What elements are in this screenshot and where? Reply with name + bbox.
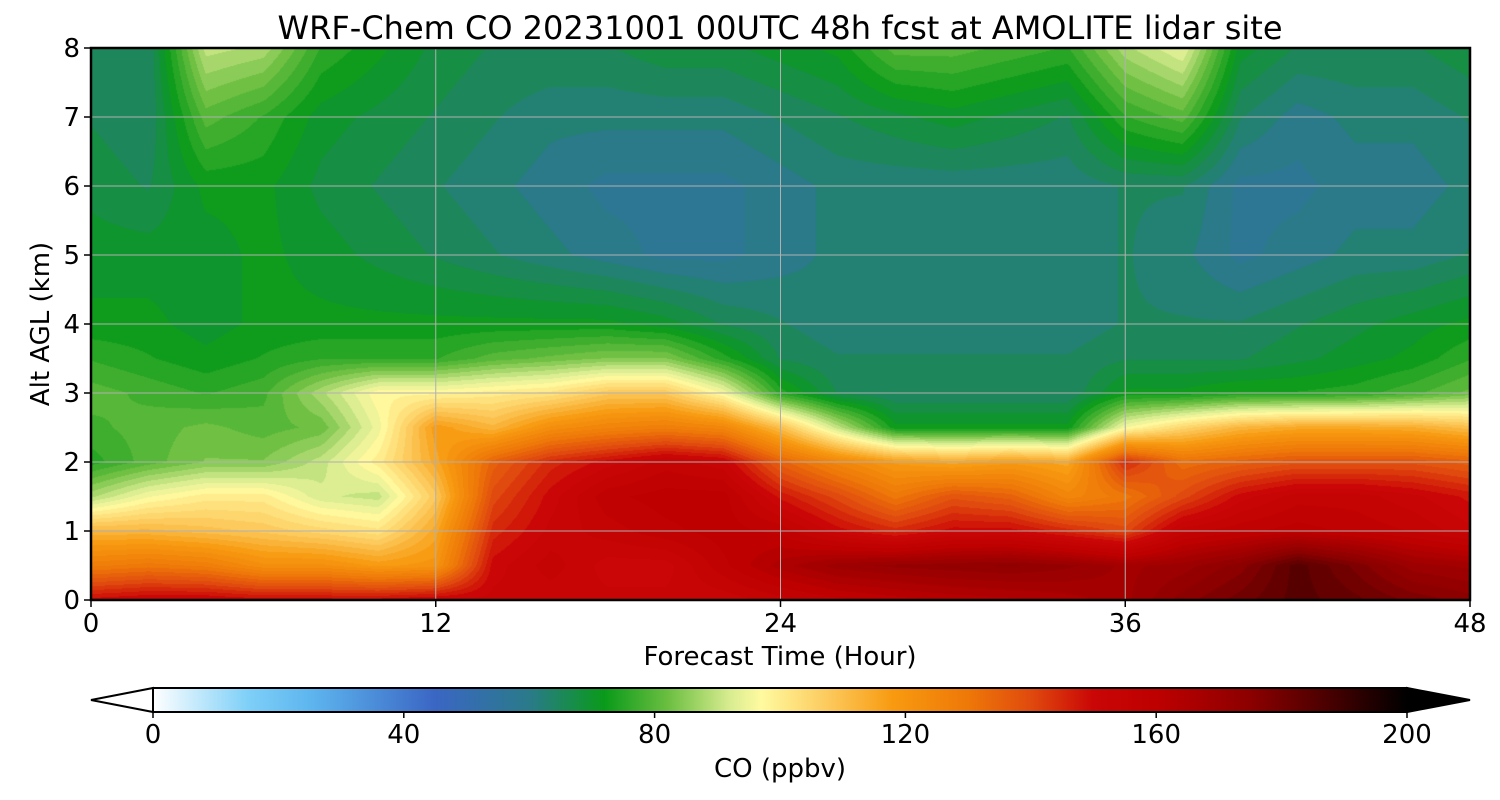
- y-tick-label: 0: [63, 586, 80, 616]
- colorbar-gradient: [152, 687, 1408, 713]
- y-tick-label: 6: [63, 172, 80, 202]
- y-tick-label: 2: [63, 448, 80, 478]
- colorbar-tick-label: 80: [638, 720, 671, 750]
- colorbar-extend-low: [90, 686, 154, 714]
- colorbar-extend-high: [1406, 686, 1471, 714]
- plot-area: [89, 46, 1472, 602]
- chart-title: WRF-Chem CO 20231001 00UTC 48h fcst at A…: [277, 9, 1282, 47]
- x-tick-label: 12: [419, 609, 452, 639]
- x-axis: 0 12 24 36 48: [83, 600, 1487, 639]
- grid-lines: [91, 48, 1470, 600]
- y-tick-label: 1: [63, 517, 80, 547]
- y-tick-label: 5: [63, 241, 80, 271]
- y-axis-label: Alt AGL (km): [26, 242, 56, 406]
- x-tick-label: 0: [83, 609, 100, 639]
- x-tick-label: 36: [1109, 609, 1142, 639]
- x-tick-label: 48: [1453, 609, 1486, 639]
- x-tick-label: 24: [764, 609, 797, 639]
- y-tick-label: 8: [63, 34, 80, 64]
- colorbar-tick-label: 200: [1382, 720, 1432, 750]
- y-axis: 0 1 2 3 4 5 6 7 8: [63, 34, 91, 616]
- y-tick-label: 4: [63, 310, 80, 340]
- colorbar: 0 40 80 120 160 200 CO (ppbv): [90, 686, 1471, 784]
- colorbar-tick-label: 40: [387, 720, 420, 750]
- colorbar-tick-label: 120: [881, 720, 931, 750]
- y-tick-label: 7: [63, 103, 80, 133]
- x-axis-label: Forecast Time (Hour): [643, 642, 916, 672]
- y-tick-label: 3: [63, 379, 80, 409]
- colorbar-ticks: 0 40 80 120 160 200: [145, 712, 1432, 750]
- colorbar-label: CO (ppbv): [714, 754, 846, 784]
- colorbar-tick-label: 0: [145, 720, 162, 750]
- colorbar-tick-label: 160: [1131, 720, 1181, 750]
